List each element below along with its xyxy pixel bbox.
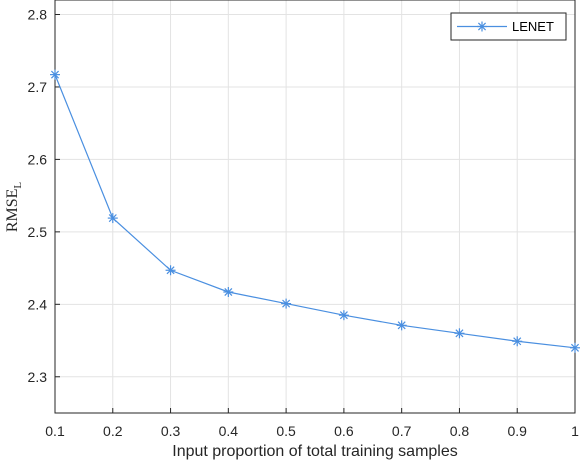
y-axis-label: RMSEL [4,182,24,233]
data-point-marker [50,69,60,80]
y-axis-label-main: RMSE [4,189,21,233]
marker-stroke [477,22,487,31]
marker-stroke [570,343,580,352]
marker-stroke [50,70,60,79]
plot-area-frame [54,0,576,414]
data-point-marker [570,342,580,353]
marker-stroke [397,321,406,330]
marker-stroke [282,299,291,308]
x-tick-label: 0.7 [392,423,412,439]
marker-stroke [339,311,348,320]
legend-asterisk-marker [477,21,487,32]
x-tick-label: 0.6 [334,423,354,439]
y-tick-labels: 2.3 2.4 2.5 2.6 2.7 2.8 [28,6,48,384]
x-tick-label: 0.4 [219,423,239,439]
x-tick-labels: 0.1 0.2 0.3 0.4 0.5 0.6 0.7 0.8 0.9 1 [45,423,579,439]
y-tick-label: 2.6 [28,151,48,167]
data-point-marker [512,336,523,347]
x-tick-label: 0.5 [276,423,296,439]
legend-marker-stroke-group [477,21,487,32]
data-point-marker [454,328,465,339]
x-tick-label: 0.2 [103,423,123,439]
y-tick-label: 2.5 [28,224,48,240]
data-point-marker [338,310,349,321]
x-tick-label: 0.8 [450,423,470,439]
data-point-marker [107,213,118,224]
y-tick-label: 2.3 [28,369,48,385]
grid-lines [54,0,576,413]
x-tick-label: 0.9 [507,423,527,439]
axis-ticks [54,13,576,413]
series-line-lenet [54,74,576,349]
legend: LENET [450,12,567,41]
x-tick-label: 0.1 [45,423,65,439]
data-point-marker [165,265,176,276]
marker-stroke [224,287,233,297]
x-tick-label: 1 [571,423,579,439]
data-point-marker [281,298,292,309]
marker-stroke [455,329,464,338]
legend-entry-lenet: LENET [512,19,554,34]
marker-stroke [513,337,522,346]
x-axis-label: Input proportion of total training sampl… [172,443,458,460]
data-point-marker [396,320,407,331]
y-tick-label: 2.7 [28,79,48,95]
y-tick-label: 2.4 [28,296,48,312]
plot-area-background [55,0,575,413]
y-tick-label: 2.8 [28,6,48,22]
data-point-marker [223,286,234,297]
marker-stroke [166,266,175,275]
y-axis-label-subscript: L [12,182,24,189]
x-tick-label: 0.3 [161,423,181,439]
marker-stroke [108,214,117,223]
series-layer [50,69,580,353]
